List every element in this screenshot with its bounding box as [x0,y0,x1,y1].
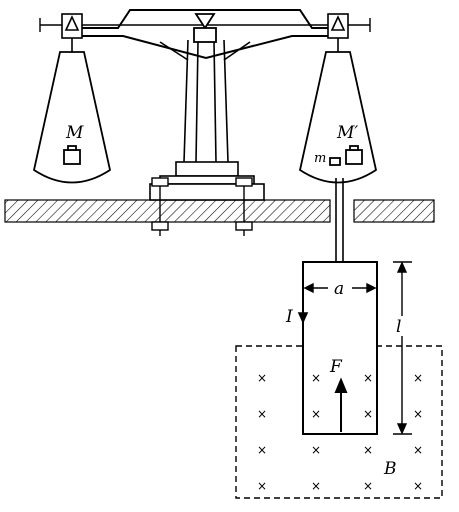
bolts [151,177,253,236]
field-cross: × [311,479,321,493]
label-field: B [383,459,397,479]
table-slab [4,199,435,223]
field-markers: × × × × × × × × × × × × × × × × [257,371,423,493]
label-force: F [329,357,343,377]
field-cross: × [413,371,423,385]
field-cross: × [413,479,423,493]
length-dimension [393,261,412,435]
suspension-rod [335,178,344,262]
force-arrow [334,377,348,432]
field-cross: × [363,479,373,493]
current-arrow [297,300,309,324]
pivot [193,13,217,43]
label-current: I [285,307,293,327]
field-cross: × [311,371,321,385]
field-cross: × [311,443,321,457]
field-cross: × [363,371,373,385]
label-width: a [334,279,344,299]
field-cross: × [257,371,267,385]
label-mass-left: M [65,123,84,143]
field-cross: × [413,407,423,421]
left-hanger [61,13,83,52]
label-small-mass: m [314,151,326,166]
field-cross: × [311,407,321,421]
stand-column [149,39,265,201]
left-pan [32,51,112,184]
label-length: l [396,317,401,337]
field-cross: × [363,443,373,457]
field-cross: × [363,407,373,421]
field-cross: × [413,443,423,457]
field-cross: × [257,479,267,493]
field-cross: × [257,407,267,421]
field-cross: × [257,443,267,457]
label-mass-right: M′ [336,123,358,143]
right-pan [298,51,378,184]
right-hanger [327,13,349,52]
width-dimension [303,282,377,294]
